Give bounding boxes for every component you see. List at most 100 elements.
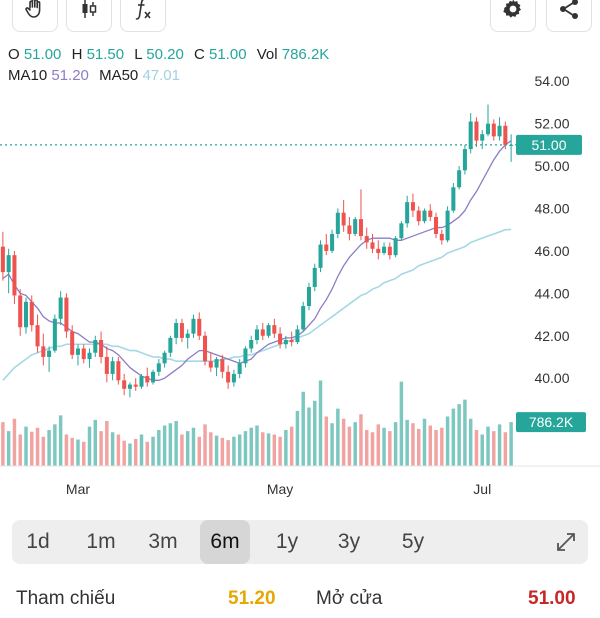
timeframe-3y[interactable]: 3y: [337, 530, 361, 553]
candle-body: [87, 352, 92, 360]
candle-body: [439, 233, 444, 241]
candle-body: [47, 350, 52, 357]
volume-bar: [133, 439, 138, 466]
volume-bar: [24, 426, 28, 467]
volume-bar: [255, 425, 259, 466]
candle-body: [306, 286, 311, 307]
volume-bar: [411, 423, 415, 466]
candle-body: [462, 149, 467, 171]
volume-bar: [330, 423, 334, 466]
gear-icon: [503, 0, 521, 18]
ma50-value: 47.01: [142, 67, 180, 84]
candle-body: [231, 373, 236, 383]
candle-body: [93, 340, 98, 353]
timeframe-5y[interactable]: 5y: [401, 530, 425, 553]
candle-body: [376, 248, 381, 254]
ohlc-readout: O 51.00 H 51.50 L 50.20 C 51.00 Vol 786.…: [8, 44, 335, 65]
candle-body: [485, 123, 491, 135]
candle-body: [468, 121, 473, 150]
candle-body: [12, 255, 17, 296]
volume-bar: [1, 422, 5, 467]
volume-bar: [451, 408, 456, 466]
volume-bar: [237, 434, 242, 466]
volume-bar: [272, 434, 277, 466]
volume-bar: [110, 432, 115, 466]
price-axis-label: 48.00: [534, 200, 569, 216]
candle-body: [64, 297, 69, 332]
volume-bar: [457, 404, 461, 467]
last-volume-badge: [516, 412, 586, 433]
candle-body: [278, 333, 283, 345]
candle-body: [191, 318, 196, 334]
candle-body: [399, 223, 404, 239]
time-axis-label: Jul: [473, 481, 491, 497]
candle-body: [497, 125, 502, 137]
volume-bar: [145, 441, 150, 466]
volume-bar: [203, 424, 207, 467]
candle-body: [260, 329, 265, 336]
candle-body: [341, 212, 346, 226]
price-axis-label: 42.00: [534, 328, 569, 344]
volume-bar: [365, 430, 369, 466]
function-icon: [135, 0, 151, 20]
candle-body: [295, 329, 300, 343]
candle-body: [382, 246, 387, 254]
candle-body: [312, 267, 317, 287]
timeframe-1y[interactable]: 1y: [275, 530, 299, 553]
timeframe-1d[interactable]: 1d: [26, 530, 50, 553]
candle-body: [474, 121, 479, 141]
volume-bar: [58, 415, 63, 467]
timeframe-6m[interactable]: 6m: [200, 520, 250, 564]
candle-body: [324, 244, 329, 251]
candle-body: [405, 202, 410, 224]
hand-icon: [25, 0, 41, 18]
volume-bar: [191, 427, 196, 466]
volume-bar: [209, 432, 213, 466]
candle-body: [35, 325, 40, 347]
volume-bar: [480, 434, 484, 466]
candle-body: [226, 371, 231, 383]
volume-bar: [185, 431, 190, 467]
volume-value: 786.2K: [281, 46, 330, 63]
price-axis-label: 50.00: [534, 158, 569, 174]
indicators-button[interactable]: [120, 0, 166, 32]
ma10-value: 51.20: [51, 67, 89, 84]
candle-body: [110, 361, 115, 374]
last-price-badge: [516, 134, 582, 155]
candle-body: [387, 246, 392, 256]
time-axis-label: May: [267, 481, 293, 497]
volume-bar: [122, 440, 126, 466]
time-axis-label: Mar: [66, 481, 90, 497]
chart-type-button[interactable]: [66, 0, 112, 32]
open-value: 51.00: [23, 46, 62, 63]
volume-bar: [278, 436, 282, 466]
candle-body: [353, 219, 358, 234]
hand-tool-button[interactable]: [12, 0, 58, 32]
volume-bar: [261, 432, 265, 466]
volume-bar: [87, 426, 92, 467]
price-chart[interactable]: 54.00 52.00 50.00 48.00 46.00 44.00 42.00 40.00…: [0, 60, 600, 510]
volume-bar: [468, 418, 473, 466]
price-axis-label: 46.00: [534, 243, 569, 259]
candle-body: [254, 329, 260, 340]
candle-body: [52, 318, 57, 351]
volume-bar: [486, 426, 490, 467]
candle-body: [156, 363, 161, 372]
last-price-label: 51.00: [531, 137, 566, 153]
ma50-label: MA50: [99, 67, 139, 84]
price-axis-label: 54.00: [534, 73, 569, 89]
volume-bar: [128, 443, 132, 466]
settings-button[interactable]: [490, 0, 536, 32]
candle-body: [0, 246, 5, 273]
timeframe-1m[interactable]: 1m: [86, 530, 116, 553]
volume-bar: [139, 434, 144, 466]
fullscreen-button[interactable]: [554, 530, 578, 559]
candle-body: [249, 340, 254, 349]
volume-bar: [105, 421, 109, 466]
candle-body: [457, 170, 462, 188]
share-button[interactable]: [546, 0, 592, 32]
volume-bar: [509, 422, 513, 467]
timeframe-3m[interactable]: 3m: [148, 530, 178, 553]
low-label: L: [134, 46, 143, 63]
candle-body: [122, 380, 127, 389]
